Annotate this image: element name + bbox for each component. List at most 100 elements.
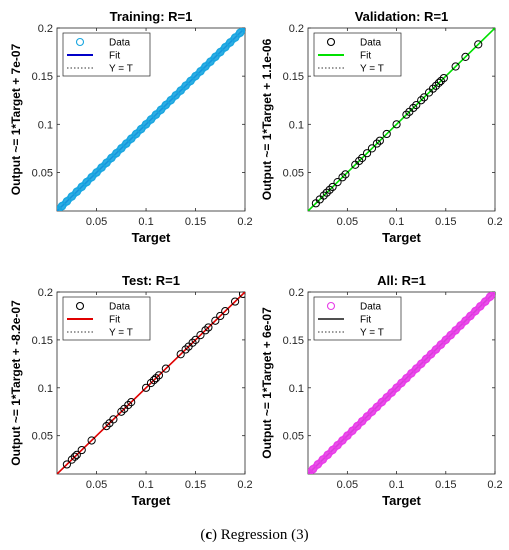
chart-title: Test: R=1 (122, 273, 180, 288)
data-point (358, 153, 367, 163)
data-point (451, 62, 460, 71)
data-point (322, 188, 331, 197)
data-point (352, 421, 362, 431)
data-point (348, 426, 357, 436)
data-point (485, 292, 495, 302)
data-point (402, 110, 411, 119)
data-point (87, 436, 96, 445)
legend-entry: Y = T (360, 328, 384, 339)
x-axis-label: Target (132, 493, 171, 508)
data-point (461, 316, 470, 325)
legend-entry: Y = T (109, 328, 133, 339)
data-point (166, 95, 176, 105)
data-point (328, 445, 337, 455)
legend-marker-data (75, 301, 85, 311)
data-point (375, 136, 384, 145)
data-point (355, 156, 364, 166)
data-point (70, 452, 79, 461)
x-tick-label: 0.05 (86, 216, 107, 228)
legend: Data Fit Y = T (62, 296, 151, 341)
data-point (211, 316, 220, 325)
x-tick-label: 0.05 (337, 479, 358, 491)
data-point (235, 28, 245, 38)
data-point (149, 376, 159, 385)
data-point (181, 345, 190, 354)
data-point (240, 28, 245, 33)
y-tick-label: 0.2 (38, 23, 53, 35)
data-point (124, 400, 133, 410)
legend-marker-data (75, 37, 85, 47)
data-point (72, 187, 82, 196)
data-point (221, 307, 230, 316)
data-point (181, 81, 190, 91)
data-point (372, 139, 381, 148)
data-point (367, 144, 377, 153)
legend-entry: Fit (109, 51, 120, 62)
chart-panel-2: 0.05 0.1 0.15 0.2 0.05 0.1 0.15 0.2 Validation: … (260, 9, 503, 245)
caption-text: Regression (3) (220, 527, 309, 543)
data-point (238, 292, 245, 299)
data-point (62, 197, 72, 206)
data-point (333, 441, 342, 450)
y-axis-label: Output ~= 1*Target + 6e-07 (260, 307, 274, 459)
legend-entry: Data (109, 302, 131, 313)
data-point (231, 297, 240, 306)
data-point (490, 292, 495, 297)
data-point (343, 431, 352, 440)
data-point (102, 158, 111, 168)
data-point (362, 149, 372, 158)
data-point (161, 364, 170, 373)
data-point (409, 103, 418, 113)
legend-entry: Fit (360, 51, 371, 62)
legend: Data Fit Y = T (313, 296, 402, 341)
data-point (62, 460, 71, 469)
data-point (171, 91, 180, 100)
y-tick-label: 0.15 (32, 335, 53, 347)
x-tick-label: 0.2 (237, 216, 252, 228)
x-tick-label: 0.1 (138, 479, 153, 491)
caption-open: ( (200, 527, 206, 543)
data-point (191, 71, 200, 81)
chart-panel-4: 0.05 0.1 0.15 0.2 0.05 0.1 0.15 0.2 All: R=1 Targ… (260, 273, 503, 508)
legend-entry: Fit (360, 315, 371, 326)
x-tick-label: 0.15 (435, 479, 456, 491)
data-point (211, 52, 220, 62)
data-point (471, 306, 480, 316)
y-axis-label: Output ~= 1*Target + 7e-07 (9, 43, 23, 195)
x-tick-label: 0.2 (487, 479, 502, 491)
x-axis-label: Target (382, 493, 421, 508)
plot-layer (57, 292, 245, 474)
data-point (434, 78, 443, 88)
data-point (357, 417, 367, 426)
data-point (372, 402, 382, 412)
data-point (131, 129, 141, 139)
data-point (141, 383, 151, 392)
data-point (191, 335, 200, 344)
y-tick-label: 0.2 (289, 287, 304, 299)
legend-entry: Data (360, 38, 382, 49)
y-tick-label: 0.15 (283, 335, 304, 347)
data-point (188, 338, 197, 347)
data-point (377, 397, 387, 407)
data-point (446, 330, 455, 340)
x-tick-label: 0.05 (86, 479, 107, 491)
y-axis-label: Output ~= 1*Target + -8.2e-07 (9, 300, 23, 466)
y-tick-label: 0.2 (289, 23, 304, 35)
data-point (204, 323, 213, 332)
x-tick-label: 0.05 (337, 216, 358, 228)
y-tick-label: 0.1 (289, 119, 304, 131)
data-point (480, 297, 490, 306)
data-point (122, 139, 131, 148)
data-point (431, 345, 441, 354)
data-point (216, 47, 225, 57)
x-tick-label: 0.2 (487, 216, 502, 228)
data-point (466, 311, 475, 321)
y-tick-label: 0.05 (283, 431, 304, 443)
data-point (431, 81, 441, 90)
data-point (102, 422, 111, 431)
data-point (412, 100, 421, 110)
x-tick-label: 0.1 (389, 216, 404, 228)
x-tick-label: 0.1 (389, 479, 404, 491)
data-point (402, 373, 411, 383)
data-point (392, 383, 401, 393)
